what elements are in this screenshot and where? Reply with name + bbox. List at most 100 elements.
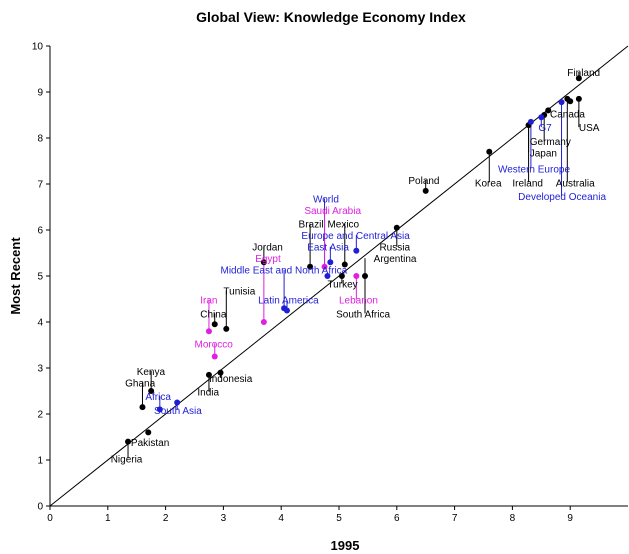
x-tick-label: 4 <box>278 513 284 524</box>
y-tick-label: 5 <box>37 272 43 283</box>
point-label: Ghana <box>125 378 155 389</box>
point-label: India <box>197 388 219 399</box>
point-label: USA <box>579 123 600 134</box>
y-axis-title: Most Recent <box>8 237 23 315</box>
data-point <box>353 247 360 254</box>
point-label: Kenya <box>137 367 166 378</box>
y-tick-label: 2 <box>37 410 43 421</box>
point-label: Africa <box>145 392 171 403</box>
x-tick-label: 2 <box>163 513 169 524</box>
point-label: Russia <box>379 243 410 254</box>
y-tick-label: 9 <box>37 88 43 99</box>
x-tick-label: 9 <box>567 513 573 524</box>
point-label: Korea <box>475 178 502 189</box>
data-point <box>538 114 545 121</box>
data-point <box>545 107 552 114</box>
y-tick-label: 4 <box>37 318 43 329</box>
x-tick-label: 1 <box>105 513 111 524</box>
data-point <box>393 224 400 231</box>
data-point <box>558 99 565 106</box>
point-label: Middle East and North Africa <box>221 266 348 277</box>
point-label: Jordan <box>252 243 283 254</box>
point-label: Brazil <box>299 220 324 231</box>
point-label: Western Europe <box>498 165 571 176</box>
point-label: Latin America <box>258 296 319 307</box>
label-leader-lines <box>127 71 580 459</box>
point-label: Argentina <box>374 254 417 265</box>
point-label: Finland <box>567 68 600 79</box>
data-point <box>486 148 493 155</box>
data-point <box>575 75 582 82</box>
point-label: G7 <box>538 123 552 134</box>
y-tick-label: 10 <box>32 42 44 53</box>
data-point <box>338 273 345 279</box>
point-label: Australia <box>556 178 595 189</box>
chart-title: Global View: Knowledge Economy Index <box>196 9 466 25</box>
point-label: Turkey <box>327 280 357 291</box>
data-point <box>125 438 132 445</box>
data-point <box>283 307 290 314</box>
data-point <box>327 259 334 266</box>
data-point <box>324 273 331 279</box>
data-point <box>321 263 328 270</box>
point-label: Mexico <box>327 220 359 231</box>
point-label: Lebanon <box>339 296 378 307</box>
point-label: Nigeria <box>111 454 143 465</box>
data-point <box>307 263 314 270</box>
point-label: Egypt <box>255 254 281 265</box>
data-point <box>145 429 152 436</box>
x-tick-label: 0 <box>47 513 53 524</box>
x-tick-label: 3 <box>221 513 227 524</box>
data-point <box>211 321 218 328</box>
point-label: Japan <box>530 148 557 159</box>
point-label: Developed Oceania <box>518 192 606 203</box>
point-label: World <box>313 194 339 205</box>
point-label: Pakistan <box>131 438 169 449</box>
data-point <box>174 399 181 406</box>
y-tick-label: 3 <box>37 364 43 375</box>
y-tick-label: 7 <box>37 180 43 191</box>
point-label: South Asia <box>154 406 202 417</box>
x-tick-label: 7 <box>452 513 458 524</box>
point-label: East Asia <box>307 243 349 254</box>
data-point <box>217 369 224 376</box>
x-tick-label: 6 <box>394 513 400 524</box>
data-point <box>422 187 429 194</box>
data-point <box>211 353 218 360</box>
data-point <box>353 273 360 279</box>
data-point <box>527 118 534 125</box>
point-label: Europe and Central Asia <box>301 231 410 242</box>
y-tick-label: 6 <box>37 226 43 237</box>
data-point <box>260 319 267 325</box>
y-tick-label: 8 <box>37 134 43 145</box>
data-point <box>205 328 212 335</box>
data-point <box>260 259 267 266</box>
point-label: Iran <box>200 296 217 307</box>
data-point <box>362 273 369 279</box>
point-label: Saudi Arabia <box>304 206 361 217</box>
data-point <box>564 95 571 102</box>
y-tick-label: 0 <box>37 502 43 513</box>
point-label: Morocco <box>195 339 234 350</box>
point-label: Poland <box>408 176 439 187</box>
x-tick-label: 8 <box>510 513 516 524</box>
data-point <box>223 325 230 332</box>
x-tick-label: 5 <box>336 513 342 524</box>
point-label: South Africa <box>336 309 390 320</box>
data-point <box>575 95 582 102</box>
data-points <box>125 75 582 445</box>
axes: 0 1 2 3 4 5 6 7 8 9 0 1 2 3 4 5 6 7 8 9 10 <box>32 42 628 524</box>
x-axis-title: 1995 <box>331 538 360 553</box>
point-label: China <box>200 309 227 320</box>
point-label: Ireland <box>512 178 543 189</box>
data-point <box>156 406 163 413</box>
data-point <box>148 388 155 394</box>
data-point <box>139 404 146 411</box>
point-label: Tunisia <box>223 286 255 297</box>
y-tick-label: 1 <box>37 456 43 467</box>
data-point <box>205 371 212 378</box>
point-label: Canada <box>550 109 585 120</box>
point-label: Indonesia <box>209 374 253 385</box>
